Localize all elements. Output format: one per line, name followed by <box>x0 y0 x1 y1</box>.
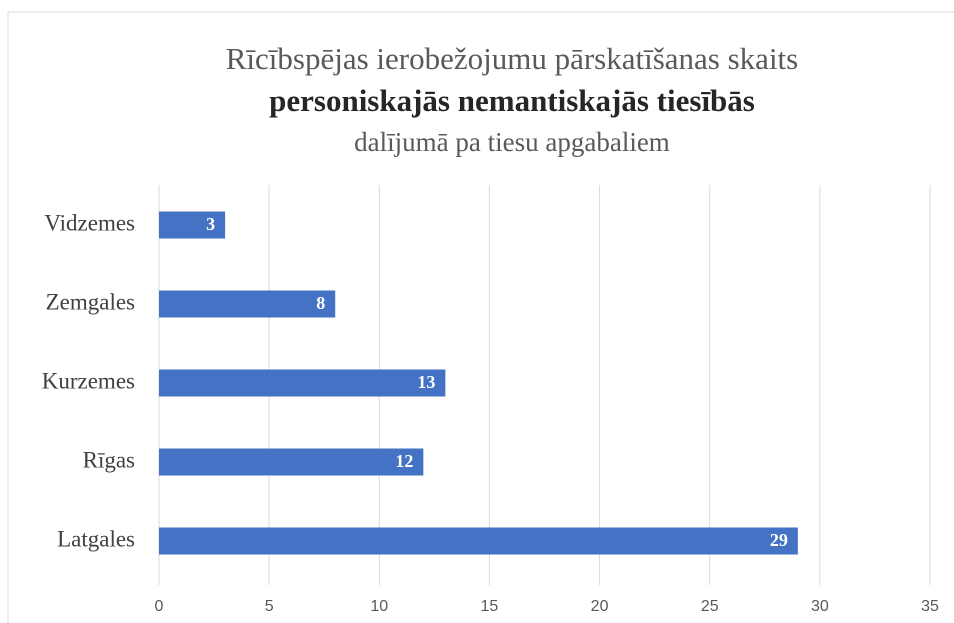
data-label: 8 <box>316 293 325 313</box>
x-tick-label: 30 <box>811 598 829 615</box>
data-label: 12 <box>395 451 413 471</box>
data-label: 3 <box>206 214 215 234</box>
bar <box>159 211 226 239</box>
data-label: 29 <box>770 530 788 550</box>
bar <box>159 290 336 318</box>
chart-subtitle: dalījumā pa tiesu apgabaliem <box>354 127 670 157</box>
y-tick-label: Vidzemes <box>44 210 135 235</box>
bar <box>159 448 424 476</box>
bar <box>159 527 798 555</box>
x-tick-label: 15 <box>481 598 499 615</box>
x-tick-label: 35 <box>921 598 939 615</box>
bar <box>159 369 446 397</box>
y-tick-label: Zemgales <box>46 289 135 314</box>
y-tick-label: Rīgas <box>83 447 135 472</box>
chart-border <box>7 11 954 623</box>
chart-title: personiskajās nemantiskajās tiesībās <box>269 83 755 118</box>
x-tick-label: 5 <box>265 598 274 615</box>
x-tick-label: 20 <box>591 598 609 615</box>
x-tick-label: 0 <box>155 598 164 615</box>
y-tick-label: Latgales <box>57 526 135 551</box>
y-tick-label: Kurzemes <box>42 368 135 393</box>
x-tick-label: 10 <box>370 598 388 615</box>
chart-title: Rīcībspējas ierobežojumu pārskatīšanas s… <box>226 41 799 76</box>
x-tick-label: 25 <box>701 598 719 615</box>
data-label: 13 <box>417 372 435 392</box>
